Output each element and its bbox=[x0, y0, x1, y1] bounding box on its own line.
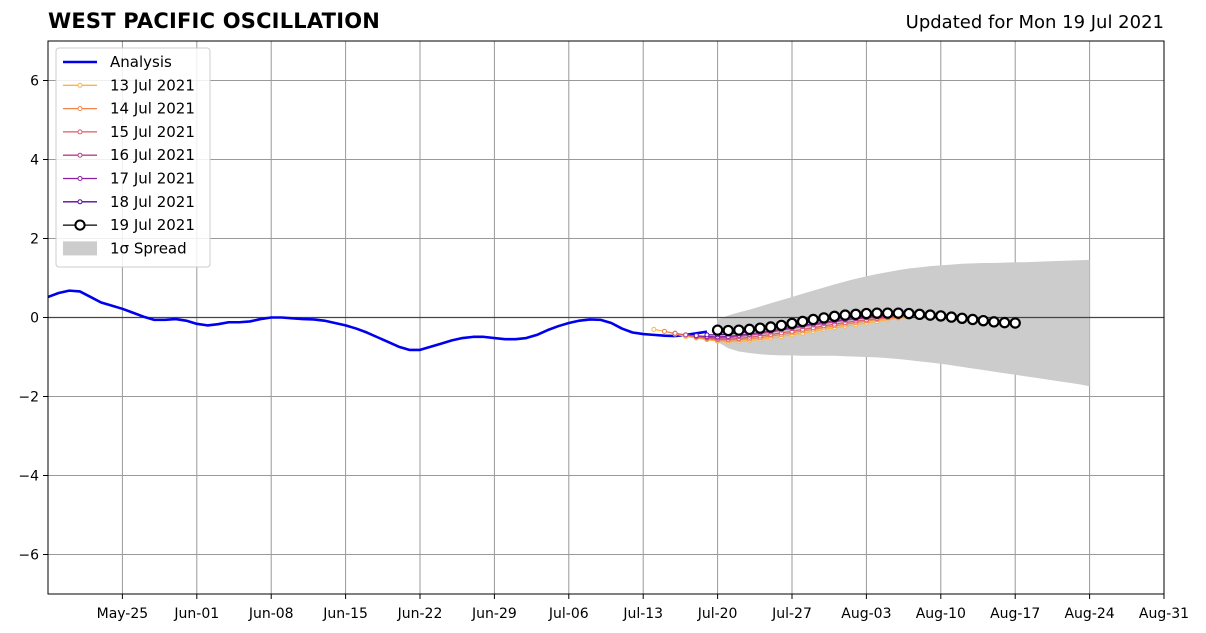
legend-label: Analysis bbox=[110, 53, 172, 71]
y-tick-label: 4 bbox=[30, 153, 39, 169]
forecast-point bbox=[828, 310, 841, 323]
forecast-point bbox=[913, 308, 926, 321]
forecast-point bbox=[860, 307, 873, 320]
x-tick-label: May-25 bbox=[97, 606, 149, 622]
legend-marker bbox=[77, 152, 83, 158]
y-axis-ticks: −6 −4 −2 0 2 4 6 bbox=[18, 74, 48, 564]
legend-label: 1σ Spread bbox=[110, 239, 187, 257]
forecast-point bbox=[871, 307, 883, 319]
forecast-point bbox=[693, 333, 699, 339]
legend-marker bbox=[77, 129, 83, 135]
legend-label: 16 Jul 2021 bbox=[110, 146, 195, 164]
legend-marker bbox=[77, 82, 83, 88]
spread-layer bbox=[717, 259, 1090, 387]
y-tick-label: −6 bbox=[18, 548, 39, 564]
legend-label: 15 Jul 2021 bbox=[110, 123, 195, 141]
legend-label: 14 Jul 2021 bbox=[110, 100, 195, 118]
forecast-point bbox=[850, 308, 862, 321]
chart-title: WEST PACIFIC OSCILLATION bbox=[48, 9, 381, 33]
forecast-point bbox=[935, 310, 947, 322]
legend-label: 13 Jul 2021 bbox=[110, 76, 195, 94]
forecast-point bbox=[977, 314, 990, 327]
forecast-point bbox=[892, 307, 904, 319]
legend-box bbox=[55, 47, 211, 268]
forecast-point bbox=[796, 315, 809, 328]
forecast-point bbox=[661, 328, 667, 334]
forecast-point bbox=[956, 312, 968, 324]
x-axis-ticks: May-25 Jun-01 Jun-08 Jun-15 Jun-22 Jun-29 Jul-… bbox=[97, 594, 1189, 622]
x-tick-label: Jun-15 bbox=[322, 606, 368, 622]
forecast-point bbox=[786, 317, 798, 330]
forecast-point bbox=[733, 324, 745, 336]
y-tick-label: −4 bbox=[18, 469, 39, 485]
x-tick-label: Jun-22 bbox=[397, 606, 443, 622]
x-tick-label: Aug-03 bbox=[841, 606, 891, 622]
legend-marker bbox=[77, 176, 83, 181]
forecast-point bbox=[966, 313, 979, 326]
forecast-point bbox=[807, 313, 819, 326]
updated-date: Updated for Mon 19 Jul 2021 bbox=[905, 12, 1164, 33]
x-tick-label: Jul-27 bbox=[771, 606, 812, 622]
x-tick-label: Aug-31 bbox=[1139, 606, 1189, 622]
forecast-line bbox=[685, 314, 909, 339]
forecast-point bbox=[945, 311, 958, 323]
forecast-point bbox=[754, 322, 766, 334]
forecast-point bbox=[1009, 317, 1021, 329]
analysis-line bbox=[48, 289, 708, 352]
forecast-point bbox=[683, 332, 689, 338]
legend-handle-spread bbox=[63, 241, 97, 256]
forecast-point bbox=[903, 307, 915, 320]
x-tick-label: Jul-20 bbox=[697, 606, 738, 622]
legend-label: 17 Jul 2021 bbox=[110, 170, 195, 188]
y-tick-label: 6 bbox=[30, 74, 39, 90]
forecast-point bbox=[704, 332, 710, 338]
legend-label: 19 Jul 2021 bbox=[110, 216, 195, 234]
x-tick-label: Jul-06 bbox=[548, 606, 589, 622]
forecast-point bbox=[881, 307, 894, 319]
x-tick-label: Jun-08 bbox=[248, 606, 294, 622]
legend-label: 18 Jul 2021 bbox=[110, 193, 195, 211]
x-tick-label: Aug-24 bbox=[1064, 606, 1114, 622]
legend-marker bbox=[74, 219, 86, 231]
series-layer bbox=[48, 289, 1021, 352]
x-tick-label: Aug-17 bbox=[990, 606, 1040, 622]
forecast-point bbox=[924, 309, 936, 321]
forecast-point bbox=[672, 330, 678, 336]
forecast-point bbox=[743, 323, 756, 336]
x-tick-label: Jun-29 bbox=[471, 606, 517, 622]
spread-band bbox=[717, 259, 1090, 387]
legend-marker bbox=[77, 106, 83, 112]
forecast-point bbox=[765, 321, 777, 333]
x-tick-label: Jun-01 bbox=[173, 606, 219, 622]
forecast-point bbox=[722, 324, 734, 337]
y-tick-label: −2 bbox=[18, 390, 39, 406]
forecast-point bbox=[988, 316, 1000, 328]
y-tick-label: 2 bbox=[30, 232, 39, 248]
y-tick-label: 0 bbox=[30, 311, 39, 327]
forecast-point bbox=[818, 312, 830, 324]
x-tick-label: Jul-13 bbox=[622, 606, 663, 622]
forecast-point bbox=[775, 319, 788, 332]
forecast-point bbox=[839, 309, 851, 321]
legend: Analysis 13 Jul 2021 14 Jul 2021 15 Jul 202… bbox=[55, 47, 211, 268]
legend-marker bbox=[77, 199, 83, 205]
forecast-point bbox=[998, 316, 1011, 329]
forecast-point bbox=[651, 326, 657, 332]
x-tick-label: Aug-10 bbox=[916, 606, 966, 622]
forecast-point bbox=[711, 324, 724, 336]
